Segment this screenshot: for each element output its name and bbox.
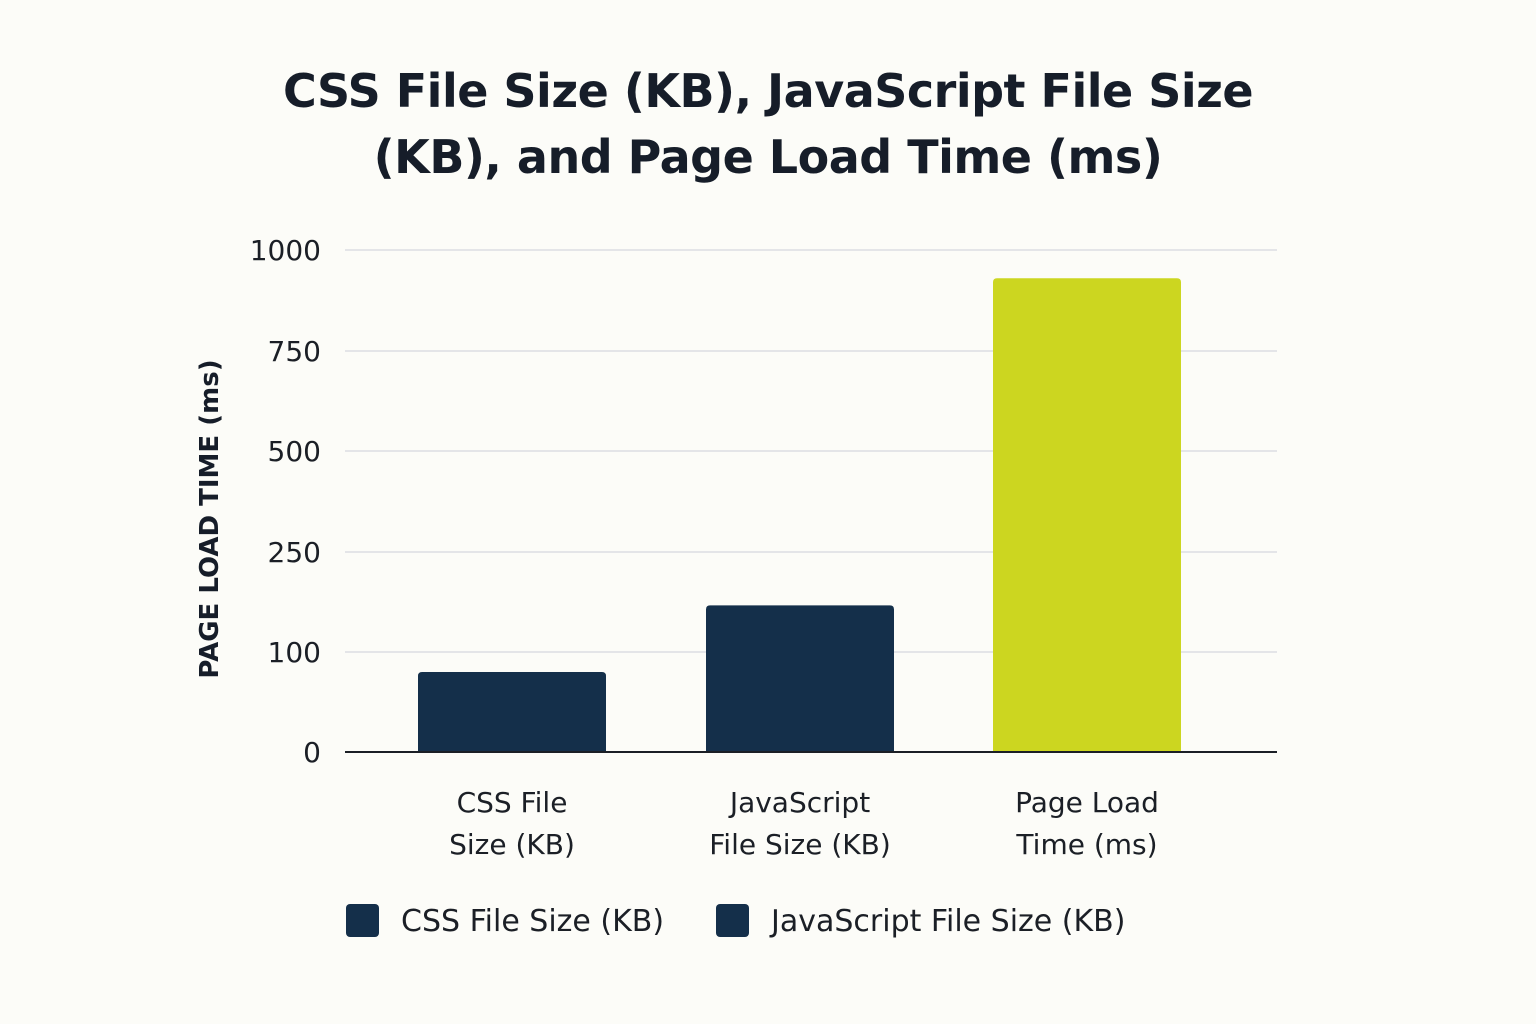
y-axis-label: PAGE LOAD TIME (ms)	[195, 359, 225, 678]
x-category-label: JavaScript	[728, 786, 870, 819]
y-tick-label: 0	[303, 736, 321, 769]
y-tick-labels: 0 100 250 500 750 1000	[250, 234, 321, 769]
bar	[706, 605, 894, 752]
bar	[993, 278, 1181, 752]
bars	[418, 278, 1181, 752]
x-category-label: Time (ms)	[1015, 828, 1157, 861]
y-tick-label: 750	[268, 335, 321, 368]
legend-swatch	[346, 904, 379, 937]
x-category-label: Page Load	[1015, 786, 1159, 819]
legend-label: CSS File Size (KB)	[401, 904, 664, 939]
x-category-label: File Size (KB)	[709, 828, 891, 861]
y-tick-label: 500	[268, 435, 321, 468]
chart-title: CSS File Size (KB), JavaScript File Size…	[0, 58, 1536, 190]
legend-swatch	[716, 904, 749, 937]
y-tick-label: 250	[268, 536, 321, 569]
y-tick-label: 1000	[250, 234, 321, 267]
legend: CSS File Size (KB) JavaScript File Size (…	[346, 904, 1125, 939]
x-category-label: CSS File	[457, 786, 568, 819]
chart-title-line-1: CSS File Size (KB), JavaScript File Size	[282, 64, 1254, 118]
x-category-label: Size (KB)	[449, 828, 575, 861]
bar	[418, 672, 606, 752]
x-category-labels: CSS File Size (KB) JavaScript File Size (KB…	[449, 786, 1159, 861]
legend-label: JavaScript File Size (KB)	[769, 904, 1125, 939]
legend-item: CSS File Size (KB)	[346, 904, 664, 939]
legend-item: JavaScript File Size (KB)	[716, 904, 1125, 939]
chart-title-line-2: (KB), and Page Load Time (ms)	[373, 130, 1163, 184]
y-tick-label: 100	[268, 636, 321, 669]
